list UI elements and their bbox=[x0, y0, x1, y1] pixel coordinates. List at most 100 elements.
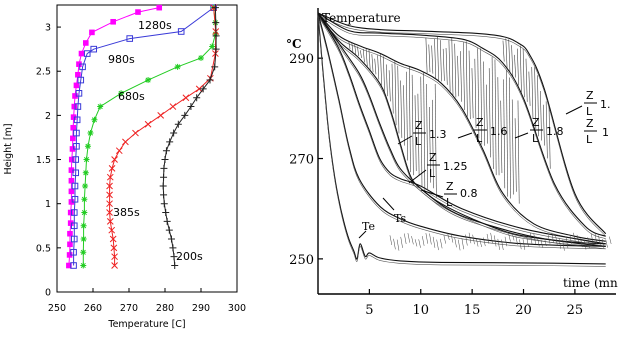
zl-value: 1.25 bbox=[443, 160, 468, 173]
data-point bbox=[181, 111, 189, 119]
data-point bbox=[160, 173, 168, 181]
oscillation-stroke bbox=[534, 67, 537, 129]
data-point bbox=[162, 209, 170, 217]
data-point bbox=[106, 218, 114, 225]
oscillation-stroke bbox=[458, 239, 461, 251]
zl-annotation-1-6: Z L 1.6 bbox=[474, 116, 508, 145]
data-point bbox=[69, 146, 76, 152]
oscillation-stroke bbox=[414, 239, 418, 247]
oscillation-stroke bbox=[472, 234, 475, 245]
data-point bbox=[170, 253, 178, 261]
oscillation-stroke bbox=[351, 42, 354, 52]
oscillation-stroke bbox=[454, 43, 457, 98]
oscillation-stroke bbox=[448, 40, 451, 92]
oscillation-stroke bbox=[488, 68, 491, 158]
right-y-tick-label: 290 bbox=[289, 52, 314, 67]
oscillation-stroke bbox=[420, 76, 423, 187]
oscillation-stroke bbox=[437, 36, 439, 81]
leader-0-8 bbox=[420, 189, 444, 198]
zl-value: 1.6 bbox=[490, 125, 508, 138]
zl-value: 1.8 bbox=[546, 125, 564, 138]
data-point bbox=[73, 82, 80, 89]
zl-l: L bbox=[476, 132, 483, 145]
oscillation-stroke bbox=[429, 106, 431, 183]
data-point bbox=[110, 244, 118, 252]
oscillation-stroke bbox=[425, 37, 428, 74]
oscillation-stroke bbox=[440, 238, 443, 249]
oscillation-stroke bbox=[522, 239, 526, 250]
data-point bbox=[68, 156, 75, 163]
oscillation-stroke bbox=[432, 236, 436, 248]
data-point bbox=[71, 182, 79, 190]
oscillation-stroke bbox=[502, 40, 505, 62]
data-point bbox=[89, 29, 95, 36]
data-point bbox=[111, 253, 118, 261]
data-point bbox=[72, 156, 80, 163]
series-385s bbox=[106, 4, 220, 269]
oscillation-stroke bbox=[429, 233, 432, 245]
oscillation-stroke bbox=[544, 238, 547, 247]
oscillation-stroke bbox=[371, 54, 374, 73]
oscillation-stroke bbox=[403, 85, 406, 146]
data-point bbox=[81, 209, 88, 216]
oscillation-stroke bbox=[476, 238, 479, 247]
data-point bbox=[163, 217, 171, 225]
data-point bbox=[161, 156, 169, 164]
oscillation-stroke bbox=[526, 235, 529, 248]
leader-1-top bbox=[565, 105, 583, 115]
data-point bbox=[106, 182, 113, 190]
data-point bbox=[76, 61, 82, 67]
data-point bbox=[91, 116, 98, 123]
oscillation-stroke bbox=[531, 66, 534, 119]
data-point bbox=[79, 63, 86, 71]
oscillation-stroke bbox=[436, 239, 439, 251]
oscillation-stroke bbox=[480, 48, 483, 145]
data-point bbox=[108, 165, 116, 172]
data-point bbox=[82, 183, 89, 190]
right-x-tick-label: 25 bbox=[567, 303, 584, 318]
oscillation-stroke bbox=[454, 237, 457, 248]
oscillation-stroke bbox=[443, 235, 446, 244]
curve-shadow bbox=[317, 15, 606, 250]
left-y-tick-label: 1 bbox=[45, 199, 51, 210]
oscillation-stroke bbox=[511, 45, 514, 77]
oscillation-stroke bbox=[434, 83, 437, 198]
oscillation-stroke bbox=[425, 233, 428, 244]
data-point bbox=[87, 130, 94, 137]
left-y-tick-label: 2 bbox=[45, 111, 51, 122]
annotation-leader-lines bbox=[358, 105, 583, 239]
data-point bbox=[111, 156, 118, 163]
data-point bbox=[212, 32, 220, 40]
oscillation-stroke bbox=[494, 59, 497, 176]
data-point bbox=[160, 191, 168, 199]
oscillation-stroke bbox=[428, 44, 431, 73]
zl-l: L bbox=[446, 196, 453, 209]
oscillation-stroke bbox=[609, 236, 612, 244]
data-point bbox=[71, 195, 79, 203]
oscillation-stroke bbox=[540, 90, 542, 141]
data-point bbox=[115, 147, 123, 155]
leader-1-25 bbox=[408, 169, 427, 184]
oscillation-stroke bbox=[515, 236, 518, 245]
data-point bbox=[211, 63, 219, 71]
data-point bbox=[72, 93, 78, 99]
right-x-tick-label: 15 bbox=[464, 303, 481, 318]
data-point bbox=[159, 182, 167, 190]
oscillation-stroke bbox=[460, 51, 462, 102]
left-y-tick-label: 0 bbox=[45, 288, 51, 299]
oscillation-stroke bbox=[445, 48, 448, 85]
oscillation-stroke bbox=[503, 79, 506, 189]
data-point bbox=[67, 209, 74, 216]
zl-value: 1. bbox=[600, 98, 611, 111]
oscillation-stroke bbox=[423, 72, 426, 191]
series-line bbox=[109, 7, 217, 266]
left-x-ticks: 250 260 270 280 290 300 bbox=[48, 288, 246, 314]
oscillation-stroke bbox=[391, 63, 394, 114]
oscillation-stroke bbox=[411, 236, 414, 245]
data-point bbox=[177, 28, 185, 35]
oscillation-stroke bbox=[497, 77, 500, 176]
ts-label: Ts bbox=[394, 212, 407, 225]
oscillation-stroke bbox=[465, 41, 468, 117]
oscillation-stroke bbox=[451, 38, 454, 97]
